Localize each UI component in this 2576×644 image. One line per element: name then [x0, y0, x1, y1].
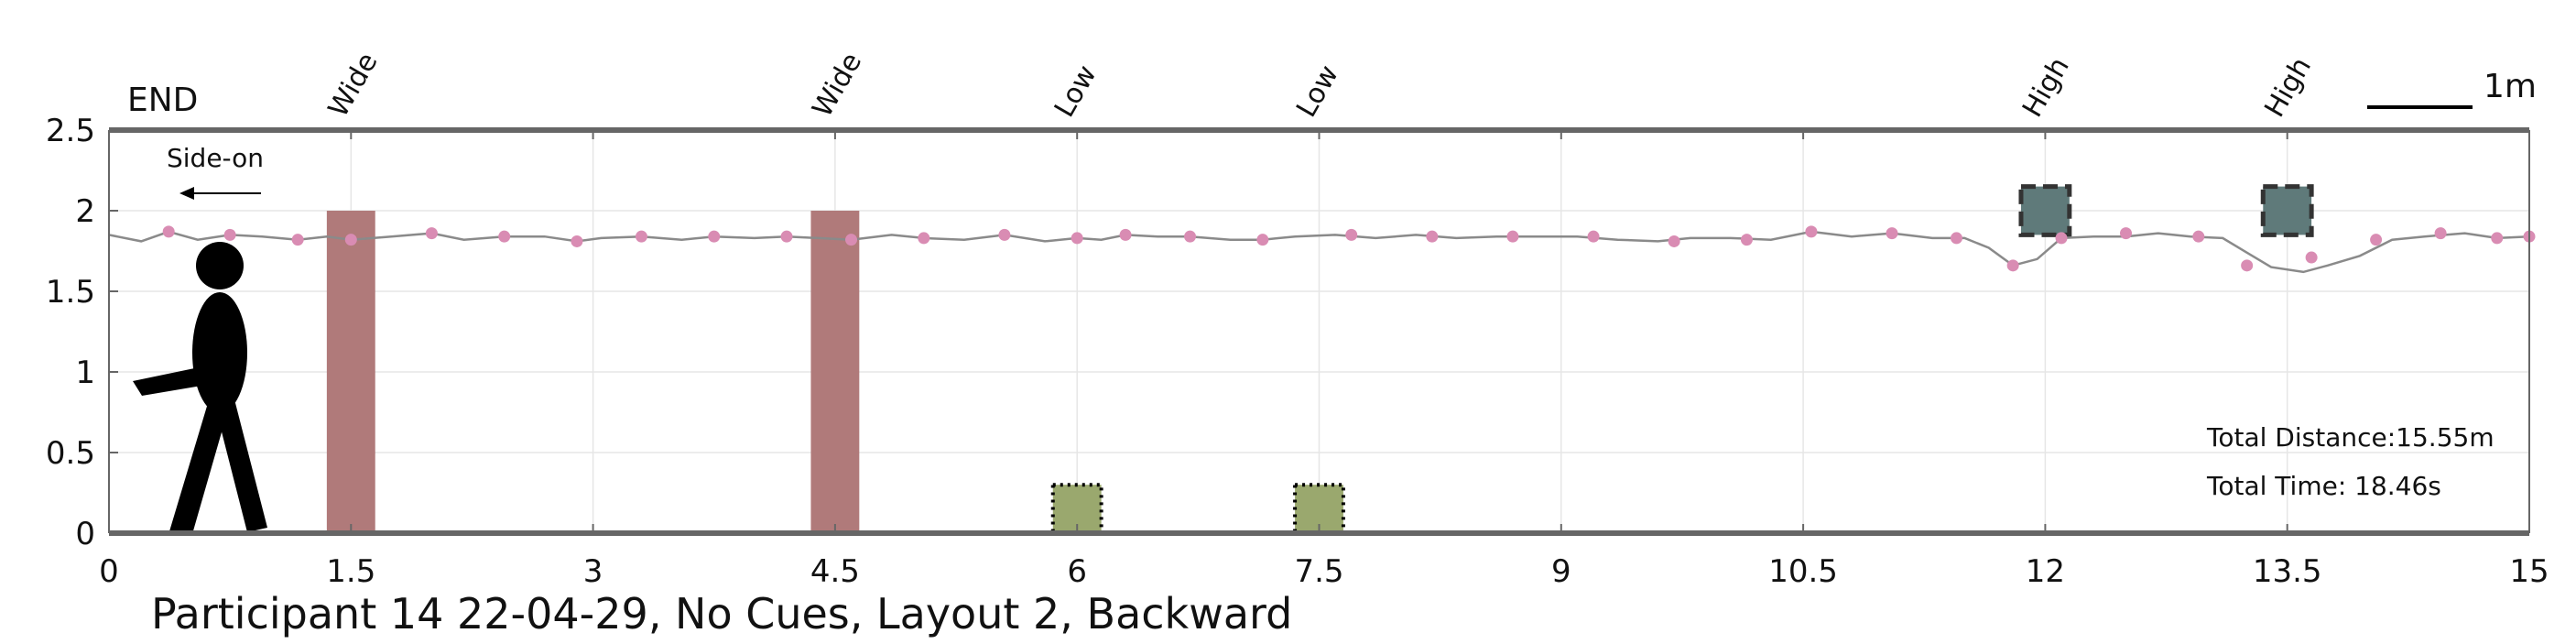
y-tick-label: 1.5	[46, 274, 95, 311]
trajectory-marker	[780, 230, 793, 243]
trajectory-marker	[344, 234, 357, 246]
x-tick-label: 4.5	[810, 553, 860, 590]
x-axis-ticks: 0 1.5 3 4.5 6 7.5 9 10.5 12 13.5 15	[99, 130, 2549, 590]
x-tick-label: 0	[99, 553, 119, 590]
x-tick-label: 7.5	[1294, 553, 1343, 590]
trajectory-marker	[1805, 225, 1818, 238]
obstacle-high	[2260, 184, 2314, 237]
y-tick-label: 2.5	[46, 113, 95, 149]
trajectory-marker	[498, 230, 511, 243]
trajectory-marker	[425, 227, 438, 240]
trajectory-marker	[1426, 230, 1439, 243]
left-arrow-icon	[179, 187, 261, 200]
trajectory-marker	[635, 230, 647, 243]
obstacle-label: Wide	[322, 48, 385, 123]
x-tick-label: 1.5	[326, 553, 375, 590]
trajectory	[108, 225, 2536, 274]
total-distance: Total Distance:15.55m	[2206, 422, 2494, 453]
obstacle-high	[2018, 184, 2072, 237]
grid	[108, 129, 2530, 534]
trajectory-marker	[1740, 234, 1753, 246]
trajectory-marker	[291, 234, 304, 246]
trajectory-marker	[2192, 230, 2205, 243]
trajectory-marker	[1256, 234, 1269, 246]
trajectory-marker	[708, 230, 721, 243]
obstacle-wide	[810, 211, 860, 533]
trajectory-marker	[845, 234, 858, 246]
x-tick-label: 9	[1551, 553, 1571, 590]
y-tick-label: 1	[75, 355, 95, 391]
obstacle-label: Low	[1290, 60, 1345, 123]
end-label: END	[127, 82, 198, 119]
trajectory-marker	[1506, 230, 1519, 243]
trajectory-marker	[2491, 232, 2504, 245]
trajectory-marker	[1950, 232, 1962, 245]
obstacle-label: High	[2258, 52, 2318, 123]
total-time: Total Time: 18.46s	[2206, 471, 2441, 501]
trajectory-marker	[1119, 228, 1132, 241]
x-tick-label: 10.5	[1768, 553, 1838, 590]
trajectory-marker	[2120, 227, 2132, 240]
scale-bar-label: 1m	[2484, 68, 2537, 105]
trajectory-marker	[1668, 235, 1680, 247]
obstacle-wide	[326, 211, 375, 533]
obstacles	[326, 184, 2314, 536]
x-tick-label: 13.5	[2253, 553, 2322, 590]
x-tick-label: 15	[2509, 553, 2549, 590]
trajectory-marker	[2370, 234, 2383, 246]
trajectory-marker	[1587, 230, 1600, 243]
trajectory-line	[108, 230, 2530, 274]
y-tick-label: 0.5	[46, 435, 95, 472]
direction-label: Side-on	[167, 143, 264, 173]
trajectory-marker	[223, 228, 236, 241]
x-tick-label: 3	[583, 553, 603, 590]
trajectory-marker	[2305, 251, 2318, 264]
trajectory-marker	[2055, 232, 2068, 245]
trajectory-marker	[571, 235, 583, 247]
trajectory-marker	[1345, 228, 1358, 241]
x-tick-label: 6	[1067, 553, 1087, 590]
trajectory-marker	[998, 228, 1011, 241]
trajectory-marker	[2006, 259, 2019, 272]
obstacle-labels: Wide Wide Low Low High High	[322, 48, 2318, 123]
y-tick-label: 2	[75, 193, 95, 230]
trajectory-marker	[1886, 227, 1898, 240]
trajectory-marker	[2434, 227, 2447, 240]
y-tick-label: 0	[75, 516, 95, 552]
trajectory-marker	[918, 232, 930, 245]
chart-title: Participant 14 22-04-29, No Cues, Layout…	[151, 589, 1292, 639]
trajectory-marker	[1184, 230, 1197, 243]
obstacle-label: Low	[1049, 60, 1103, 123]
trajectory-marker	[162, 225, 175, 238]
walking-figure-icon	[133, 242, 267, 534]
trajectory-marker	[1071, 232, 1083, 245]
obstacle-label: High	[2016, 52, 2076, 123]
obstacle-label: Wide	[807, 48, 869, 123]
x-tick-label: 12	[2026, 553, 2065, 590]
trajectory-marker	[2241, 259, 2254, 272]
y-axis-ticks: 0 0.5 1 1.5 2 2.5	[46, 113, 118, 552]
